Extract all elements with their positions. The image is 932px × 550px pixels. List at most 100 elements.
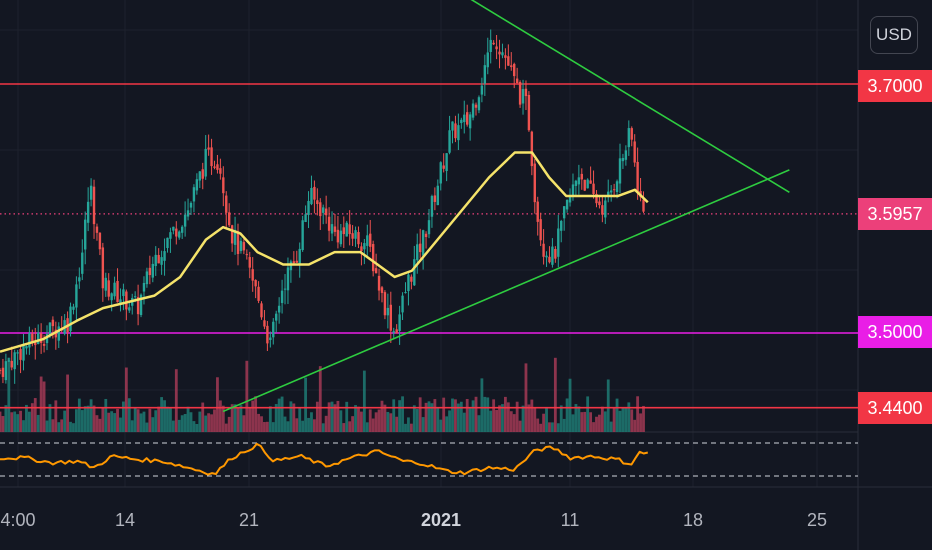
candle-body: [363, 243, 366, 250]
candle-body: [57, 326, 60, 341]
candle-body: [642, 199, 645, 212]
candle-body: [465, 112, 469, 125]
candle-body: [104, 277, 107, 291]
volume-bar: [42, 381, 46, 432]
candle-body: [39, 333, 43, 343]
volume-bar: [177, 419, 181, 432]
volume-bar: [495, 410, 498, 432]
volume-bar: [462, 412, 466, 432]
candle-body: [242, 242, 246, 251]
volume-bar: [0, 411, 2, 432]
candle-body: [486, 52, 489, 68]
volume-bar: [51, 419, 55, 432]
volume-bar: [298, 408, 302, 432]
candle-body: [101, 247, 105, 289]
candle-body: [342, 227, 345, 235]
candle-body: [595, 193, 598, 204]
candle-body: [222, 177, 225, 194]
volume-bar: [518, 420, 522, 432]
candle-body: [22, 345, 25, 361]
volume-bar: [551, 422, 554, 432]
candle-body: [548, 256, 551, 263]
volume-bar: [86, 405, 90, 432]
candle-body: [324, 208, 328, 216]
candle-body: [122, 289, 125, 297]
volume-bar: [254, 396, 258, 432]
volume-bar: [292, 403, 296, 432]
volume-bar: [371, 418, 375, 432]
volume-bar: [330, 401, 334, 432]
volume-bar: [236, 407, 240, 432]
volume-bar: [136, 409, 140, 432]
volume-bar: [313, 419, 316, 432]
volume-bar: [98, 418, 102, 432]
volume-bar: [424, 402, 428, 432]
volume-bar: [83, 406, 87, 432]
oscillator-line: [0, 442, 649, 476]
volume-bar: [448, 410, 451, 432]
candle-body: [113, 282, 116, 297]
candle-body: [404, 292, 407, 294]
candle-body: [139, 294, 143, 316]
volume-bar: [383, 404, 387, 432]
candle-body: [580, 173, 583, 180]
volume-bar: [192, 421, 196, 432]
volume-bar: [498, 405, 501, 432]
volume-bar: [333, 404, 337, 432]
volume-bar: [127, 398, 131, 432]
volume-bar: [154, 410, 158, 432]
candle-body: [427, 220, 431, 235]
volume-bar: [54, 400, 58, 432]
volume-bar: [157, 406, 161, 432]
volume-bar: [609, 421, 613, 432]
volume-bar: [360, 411, 363, 432]
volume-bar: [595, 416, 598, 432]
volume-bar: [110, 411, 114, 432]
candle-body: [565, 199, 569, 210]
volume-bar: [627, 402, 631, 432]
candle-body: [513, 63, 516, 77]
candle-body: [169, 232, 172, 239]
candle-body: [636, 161, 639, 194]
candle-body: [327, 216, 331, 231]
candle-body: [19, 349, 22, 360]
volume-bar: [365, 422, 369, 432]
candle-body: [189, 202, 193, 208]
candle-body: [439, 162, 442, 184]
volume-bar: [280, 396, 284, 432]
volume-bar: [603, 411, 607, 432]
volume-bar: [39, 376, 43, 432]
candle-body: [266, 325, 269, 344]
candle-body: [295, 260, 298, 263]
candle-body: [430, 196, 434, 217]
candle-body: [392, 331, 395, 333]
time-label: 11: [560, 510, 580, 530]
volume-bar: [33, 398, 37, 432]
price-tag-last-price: 3.5957: [858, 198, 932, 230]
volume-bar: [559, 405, 563, 432]
volume-bar: [436, 407, 440, 432]
candle-body: [75, 284, 78, 308]
price-tag-low-support: 3.4400: [858, 392, 932, 424]
horizontal-levels: [0, 83, 858, 409]
volume-bar: [430, 403, 434, 432]
volume-bar: [509, 411, 513, 432]
volume-bar: [589, 412, 593, 432]
volume-bar: [148, 408, 152, 432]
volume-bar: [10, 412, 14, 432]
candle-body: [72, 306, 75, 310]
volume-bar: [418, 397, 422, 432]
candle-body: [518, 82, 522, 105]
volume-bar: [239, 405, 243, 432]
currency-button[interactable]: USD: [870, 16, 918, 54]
candle-body: [533, 163, 536, 203]
volume-bar: [583, 411, 587, 432]
candle-body: [351, 233, 354, 239]
candle-body: [460, 119, 463, 124]
volume-bar: [321, 423, 325, 432]
candle-body: [204, 148, 207, 177]
candle-body: [183, 214, 187, 227]
